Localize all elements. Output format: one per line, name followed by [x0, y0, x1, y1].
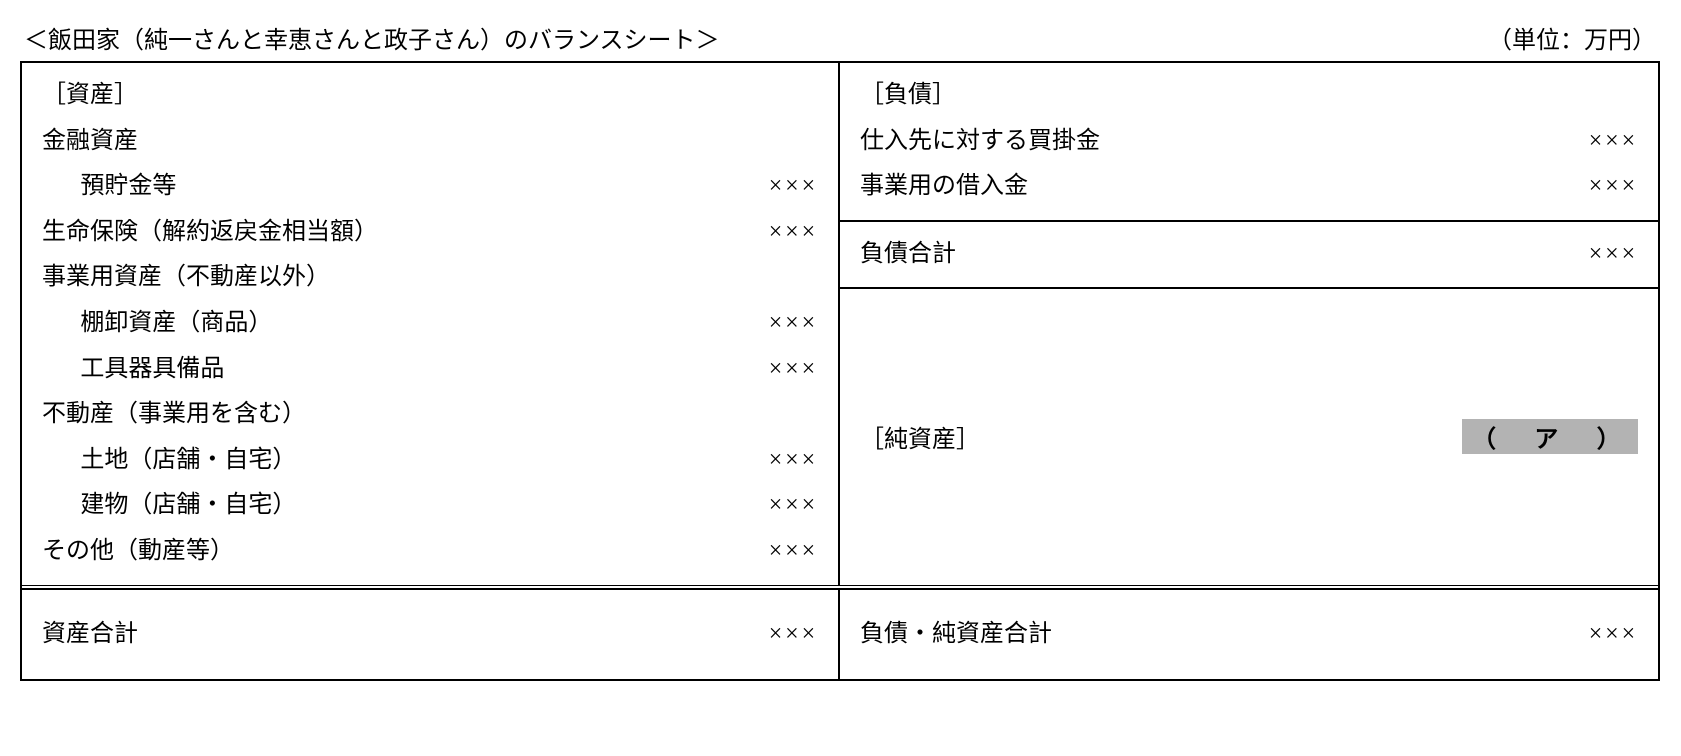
liab-net-total-label: 負債・純資産合計	[860, 612, 1052, 658]
liab-net-total-value: ×××	[1589, 612, 1638, 658]
deposits-value: ×××	[769, 164, 818, 210]
other-assets-value: ×××	[769, 529, 818, 575]
building-label: 建物（店舗・自宅）	[42, 483, 296, 529]
land-value: ×××	[769, 438, 818, 484]
net-assets-answer-box: （ ア ）	[1462, 419, 1638, 454]
liabilities-total-section: 負債合計 ×××	[840, 222, 1658, 290]
assets-total-label: 資産合計	[42, 612, 138, 658]
assets-total-cell: 資産合計 ×××	[22, 590, 840, 680]
other-assets-label: その他（動産等）	[42, 529, 234, 575]
net-assets-label: ［純資産］	[860, 419, 980, 454]
top-block: ［資産］ 金融資産 預貯金等 ××× 生命保険（解約返戻金相当額） ××× 事業用資…	[22, 63, 1658, 585]
balance-sheet-container: ＜飯田家（純一さんと幸恵さんと政子さん）のバランスシート＞ （単位：万円） ［資…	[20, 20, 1660, 681]
business-assets-label: 事業用資産（不動産以外）	[42, 255, 330, 301]
tools-value: ×××	[769, 347, 818, 393]
balance-sheet: ［資産］ 金融資産 預貯金等 ××× 生命保険（解約返戻金相当額） ××× 事業用資…	[20, 61, 1660, 681]
real-estate-label: 不動産（事業用を含む）	[42, 392, 306, 438]
loans-label: 事業用の借入金	[860, 164, 1028, 210]
accounts-payable-label: 仕入先に対する買掛金	[860, 119, 1100, 165]
financial-assets-label: 金融資産	[42, 119, 138, 165]
sheet-title: ＜飯田家（純一さんと幸恵さんと政子さん）のバランスシート＞	[24, 20, 720, 55]
header-row: ＜飯田家（純一さんと幸恵さんと政子さん）のバランスシート＞ （単位：万円）	[20, 20, 1660, 55]
land-label: 土地（店舗・自宅）	[42, 438, 296, 484]
life-insurance-value: ×××	[769, 210, 818, 256]
liabilities-total-label: 負債合計	[860, 232, 956, 278]
loans-value: ×××	[1589, 164, 1638, 210]
liab-net-total-cell: 負債・純資産合計 ×××	[840, 590, 1658, 680]
assets-total-value: ×××	[769, 612, 818, 658]
inventory-value: ×××	[769, 301, 818, 347]
building-value: ×××	[769, 483, 818, 529]
deposits-label: 預貯金等	[42, 164, 176, 210]
liabilities-column: ［負債］ 仕入先に対する買掛金 ××× 事業用の借入金 ××× 負債合計 ××× ［純…	[840, 63, 1658, 585]
liabilities-total-value: ×××	[1589, 232, 1638, 278]
tools-label: 工具器具備品	[42, 347, 224, 393]
totals-row: 資産合計 ××× 負債・純資産合計 ×××	[22, 590, 1658, 680]
liabilities-section: ［負債］ 仕入先に対する買掛金 ××× 事業用の借入金 ×××	[840, 63, 1658, 222]
assets-section-label: ［資産］	[42, 73, 138, 119]
sheet-unit: （単位：万円）	[1488, 20, 1656, 55]
liabilities-section-label: ［負債］	[860, 73, 956, 119]
life-insurance-label: 生命保険（解約返戻金相当額）	[42, 210, 378, 256]
net-assets-section: ［純資産］ （ ア ）	[840, 289, 1658, 584]
assets-column: ［資産］ 金融資産 預貯金等 ××× 生命保険（解約返戻金相当額） ××× 事業用資…	[22, 63, 840, 585]
inventory-label: 棚卸資産（商品）	[42, 301, 272, 347]
accounts-payable-value: ×××	[1589, 119, 1638, 165]
